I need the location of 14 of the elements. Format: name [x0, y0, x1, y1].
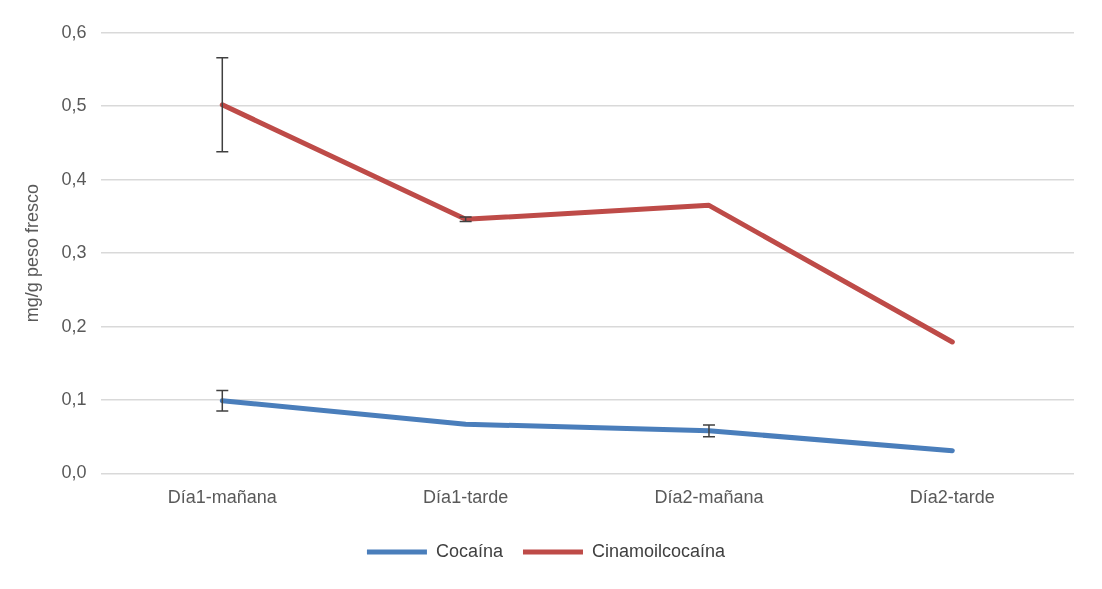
- y-tick-label: 0,2: [61, 315, 87, 336]
- y-tick-label: 0,0: [61, 462, 87, 483]
- legend-label: Cocaína: [435, 540, 504, 561]
- y-tick-label: 0,1: [61, 388, 87, 409]
- x-tick-label: Día2-tarde: [909, 487, 995, 508]
- y-axis-title: mg/g peso fresco: [21, 184, 42, 323]
- x-tick-label: Día2-mañana: [654, 487, 765, 508]
- y-tick-label: 0,4: [61, 168, 87, 189]
- y-tick-label: 0,3: [61, 242, 87, 263]
- y-tick-label: 0,6: [61, 21, 87, 42]
- y-tick-label: 0,5: [61, 95, 87, 116]
- x-tick-label: Día1-tarde: [423, 487, 509, 508]
- x-tick-label: Día1-mañana: [167, 487, 278, 508]
- legend-label: Cinamoilcocaína: [591, 540, 727, 561]
